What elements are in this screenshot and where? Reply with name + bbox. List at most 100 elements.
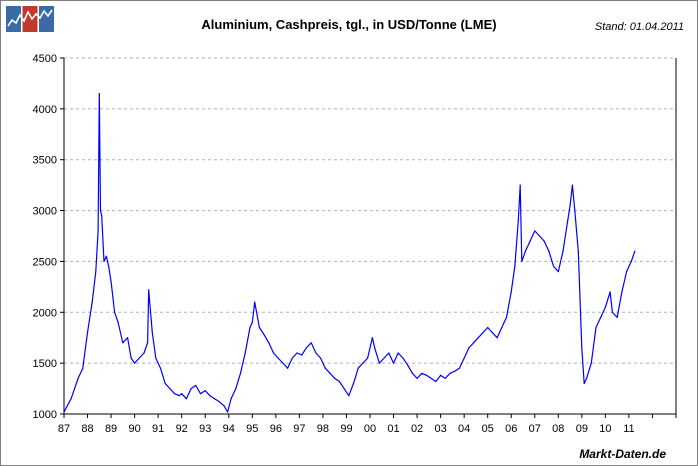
data-point — [402, 357, 404, 359]
x-tick-label: 94 — [223, 423, 235, 435]
logo-trend-line — [7, 9, 53, 27]
data-point — [348, 395, 350, 397]
data-point — [315, 352, 317, 354]
data-point — [496, 337, 498, 339]
data-point — [114, 311, 116, 313]
y-tick-label: 4000 — [33, 104, 57, 116]
data-point — [296, 352, 298, 354]
data-point — [444, 377, 446, 379]
data-point — [185, 398, 187, 400]
grid-layer — [64, 57, 676, 364]
data-point — [319, 357, 322, 359]
data-point — [567, 220, 569, 222]
x-tick-label: 01 — [387, 423, 399, 435]
data-point — [604, 306, 606, 308]
data-point — [98, 93, 100, 95]
data-point — [569, 204, 571, 207]
data-point — [164, 382, 166, 385]
data-point — [510, 291, 512, 293]
data-point — [562, 250, 564, 252]
data-point — [472, 342, 475, 344]
data-point — [146, 342, 149, 344]
data-point — [334, 377, 336, 379]
data-point — [583, 382, 585, 385]
data-point — [268, 342, 270, 344]
data-point — [272, 352, 275, 354]
data-point — [235, 387, 237, 390]
x-tick-label: 93 — [199, 423, 211, 435]
data-point — [103, 260, 105, 263]
y-tick-label: 3000 — [33, 206, 57, 218]
data-point — [538, 235, 541, 237]
data-point — [543, 240, 545, 242]
data-point — [416, 377, 418, 379]
data-point — [181, 393, 183, 395]
x-tick-label: 87 — [58, 423, 70, 435]
data-point — [230, 398, 232, 400]
data-point — [108, 265, 110, 268]
data-point — [634, 250, 636, 252]
stand-date: Stand: 01.04.2011 — [594, 21, 684, 33]
chart-title: Aluminium, Cashpreis, tgl., in USD/Tonne… — [201, 17, 497, 32]
data-point — [435, 380, 437, 383]
y-tick-label: 4500 — [33, 53, 57, 65]
data-point — [209, 395, 211, 397]
data-point — [548, 250, 550, 252]
data-point — [514, 265, 516, 268]
data-point — [218, 401, 220, 403]
data-point — [126, 337, 129, 339]
data-point — [534, 230, 536, 232]
data-point — [178, 395, 180, 397]
x-tick-label: 88 — [81, 423, 93, 435]
data-point — [557, 271, 559, 273]
data-point — [226, 411, 229, 413]
data-point — [378, 362, 381, 364]
data-point — [392, 362, 395, 364]
data-point — [590, 362, 592, 364]
x-tick-label: 10 — [599, 423, 611, 435]
logo-panel-middle — [22, 6, 38, 32]
data-point — [291, 357, 293, 359]
data-point — [609, 291, 611, 293]
data-point — [388, 352, 390, 354]
markt-daten-logo — [6, 6, 54, 32]
data-point — [324, 367, 326, 369]
x-tick-label: 03 — [434, 423, 446, 435]
data-point — [258, 326, 260, 329]
data-point — [329, 372, 331, 374]
data-point — [362, 362, 364, 364]
data-point — [630, 260, 632, 263]
x-tick-label: 89 — [105, 423, 117, 435]
data-point — [91, 301, 93, 303]
data-point — [357, 367, 359, 369]
data-point — [430, 377, 432, 379]
logo-panel-left — [6, 6, 21, 32]
data-point — [143, 352, 145, 354]
data-point — [482, 332, 484, 334]
data-point — [249, 326, 251, 329]
data-point — [577, 250, 579, 252]
data-point — [223, 405, 225, 407]
series-layer — [63, 92, 636, 413]
data-point — [383, 357, 385, 359]
data-point — [529, 240, 531, 242]
data-point — [214, 398, 216, 400]
data-point — [501, 326, 503, 329]
data-point — [169, 387, 171, 390]
y-tick-label: 1000 — [33, 409, 57, 421]
data-point — [352, 382, 355, 385]
data-point — [338, 380, 340, 383]
data-point — [371, 337, 373, 339]
y-tick-label: 3500 — [33, 155, 57, 167]
x-tick-label: 96 — [270, 423, 282, 435]
data-point — [244, 352, 246, 354]
data-point — [571, 184, 574, 186]
data-point — [553, 265, 555, 268]
data-point — [305, 347, 308, 349]
data-point — [574, 209, 576, 212]
data-point — [519, 184, 521, 186]
data-point — [621, 291, 623, 293]
